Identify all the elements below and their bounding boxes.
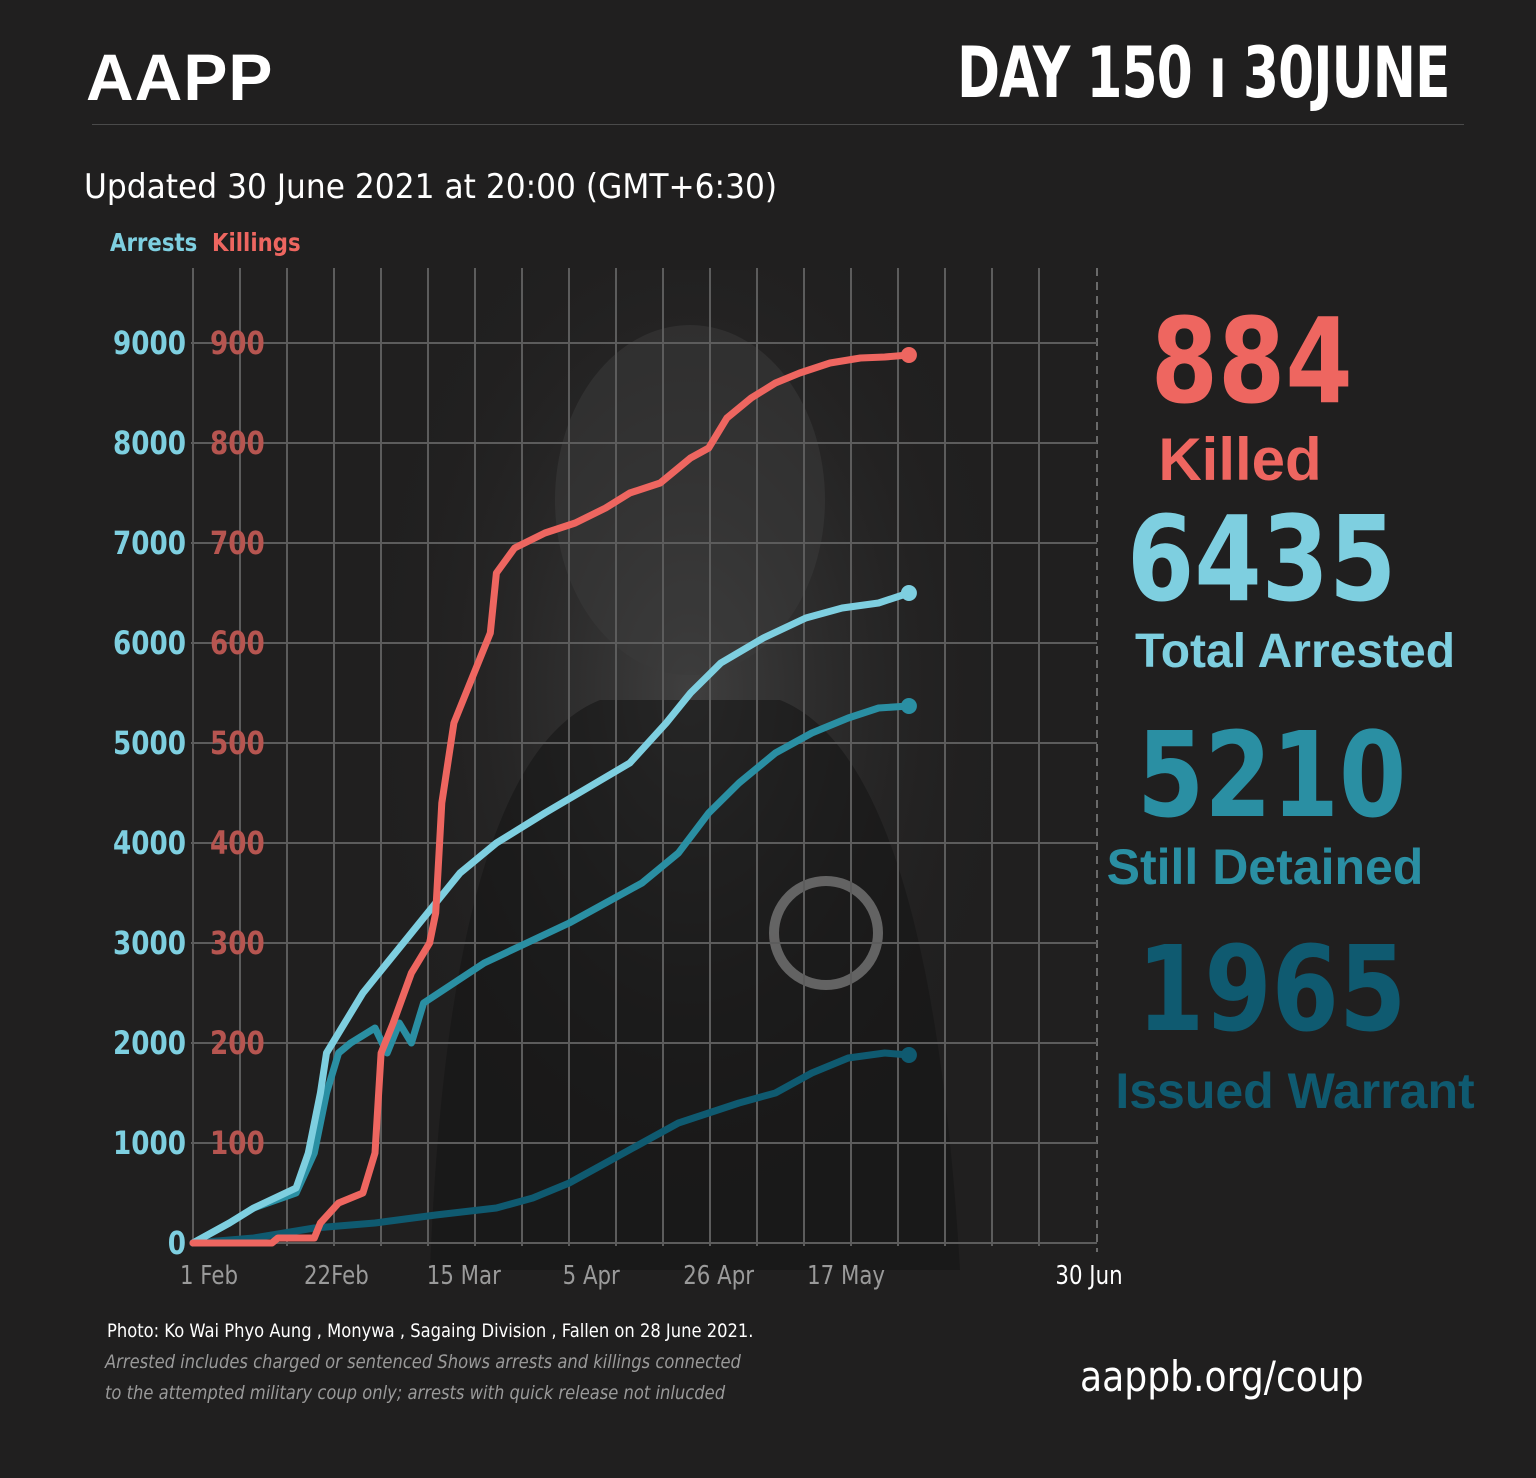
legend-arrests: Arrests: [110, 228, 198, 257]
y-tick-label-killings: 700: [210, 524, 265, 561]
series-endpoint-issued-warrant: [900, 1047, 917, 1063]
detained-label: Still Detained: [1106, 839, 1424, 895]
arrested-count: 6435: [1127, 490, 1397, 628]
y-tick-label-arrests: 6000: [113, 624, 186, 661]
y-tick-label-killings: 300: [210, 924, 265, 961]
killed-label: Killed: [1158, 426, 1322, 493]
y-tick-label-arrests: 3000: [113, 924, 186, 961]
x-tick-label: 5 Apr: [563, 1260, 620, 1291]
chart-grid: [191, 268, 1098, 1252]
y-tick-label-killings: 400: [210, 824, 265, 861]
killed-count: 884: [1150, 292, 1353, 430]
series-line-still-detained: [189, 702, 913, 1247]
y-tick-label-killings: 200: [210, 1024, 265, 1061]
x-tick-label: 15 Mar: [427, 1260, 501, 1291]
x-tick-label: 22Feb: [304, 1260, 369, 1291]
y-tick-label-killings: 500: [210, 724, 265, 761]
detained-count: 5210: [1137, 706, 1407, 844]
website-link[interactable]: aappb.org/coup: [1080, 1352, 1364, 1401]
y-tick-label-arrests: 2000: [113, 1024, 186, 1061]
arrested-label: Total Arrested: [1134, 625, 1456, 678]
y-tick-label-arrests: 8000: [113, 424, 186, 461]
updated-timestamp: Updated 30 June 2021 at 20:00 (GMT+6:30): [84, 167, 778, 207]
day-counter-heading: DAY 150 ı 30JUNE: [957, 32, 1451, 114]
legend-killings: Killings: [212, 228, 301, 257]
y-tick-label-arrests: 5000: [113, 724, 186, 761]
warrant-count: 1965: [1137, 920, 1407, 1058]
y-tick-label-killings: 800: [210, 424, 265, 461]
y-tick-label-killings: 600: [210, 624, 265, 661]
y-tick-label-arrests: 9000: [113, 324, 186, 361]
y-tick-label-killings: 100: [210, 1124, 265, 1161]
y-tick-label-arrests: 7000: [113, 524, 186, 561]
photo-credit: Photo: Ko Wai Phyo Aung , Monywa , Sagai…: [107, 1320, 754, 1342]
series-endpoint-still-detained: [900, 698, 917, 714]
x-tick-label: 26 Apr: [683, 1260, 754, 1291]
series-line-total-arrested: [189, 589, 913, 1247]
brand-logo-text: AAPP: [86, 40, 274, 114]
x-tick-label: 17 May: [807, 1260, 885, 1291]
portrait-photo: [380, 270, 1000, 1270]
y-tick-label-arrests: 1000: [113, 1124, 186, 1161]
footnote-line-2: to the attempted military coup only; arr…: [105, 1382, 726, 1404]
series-endpoint-total-arrested: [900, 585, 917, 601]
series-endpoint-killed: [900, 347, 917, 363]
footnote-line-1: Arrested includes charged or sentenced S…: [105, 1351, 741, 1373]
y-tick-label-arrests: 4000: [113, 824, 186, 861]
y-tick-label-killings: 900: [210, 324, 265, 361]
y-tick-label-arrests: 0: [168, 1224, 186, 1261]
x-tick-label: 1 Feb: [180, 1260, 238, 1291]
warrant-label: Issued Warrant: [1115, 1063, 1475, 1119]
x-tick-label: 30 Jun: [1055, 1260, 1122, 1291]
series-line-killed: [189, 351, 913, 1247]
header-divider: [92, 124, 1464, 125]
series-line-issued-warrant: [189, 1049, 913, 1247]
